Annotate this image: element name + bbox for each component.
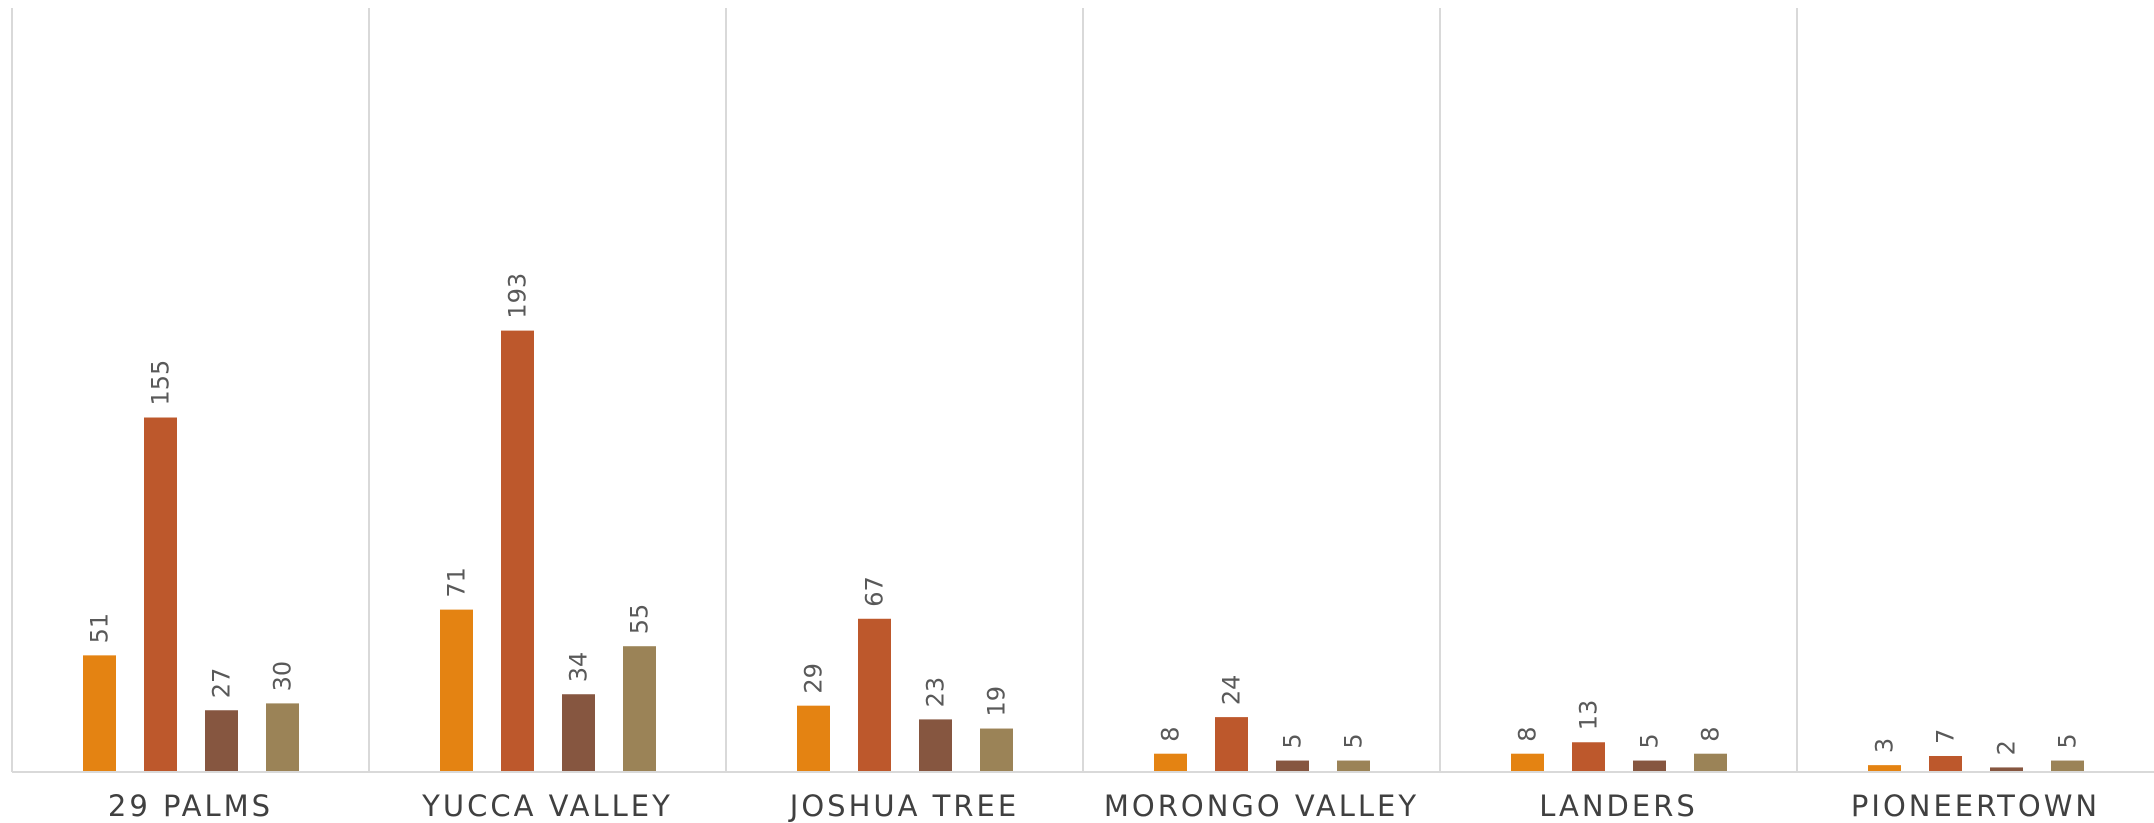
data-label: 24 — [1218, 675, 1246, 706]
bar — [1694, 753, 1727, 772]
bar — [205, 710, 238, 772]
category-label: PIONEERTOWN — [1851, 789, 2100, 823]
data-label: 8 — [1157, 726, 1185, 741]
category-separators — [11, 8, 1798, 772]
data-label: 5 — [1340, 733, 1368, 748]
data-label: 71 — [443, 567, 471, 598]
data-label: 27 — [208, 668, 236, 699]
bar — [1633, 760, 1666, 772]
data-label: 193 — [504, 273, 532, 319]
data-label: 23 — [922, 677, 950, 708]
category-label: MORONGO VALLEY — [1104, 789, 1419, 823]
data-label: 8 — [1697, 726, 1725, 741]
bar — [797, 705, 830, 772]
data-label: 8 — [1514, 726, 1542, 741]
data-label: 29 — [800, 663, 828, 694]
category-label: LANDERS — [1539, 789, 1698, 823]
category-label: YUCCA VALLEY — [421, 789, 673, 823]
bar — [83, 655, 116, 772]
bar — [562, 694, 595, 772]
data-label: 3 — [1871, 738, 1899, 753]
category-label: JOSHUA TREE — [788, 789, 1019, 823]
bar — [1215, 717, 1248, 772]
data-label: 2 — [1993, 740, 2021, 755]
bars — [83, 330, 2084, 772]
bar — [2051, 760, 2084, 772]
bar — [1154, 753, 1187, 772]
data-label: 5 — [2054, 733, 2082, 748]
bar — [980, 728, 1013, 772]
bar — [144, 417, 177, 772]
data-label: 51 — [86, 613, 114, 644]
bar — [501, 330, 534, 772]
category-labels: 29 PALMS YUCCA VALLEY JOSHUA TREE MORONGO V… — [108, 789, 2100, 823]
data-label: 5 — [1279, 733, 1307, 748]
bar — [623, 646, 656, 772]
data-label: 55 — [626, 604, 654, 635]
bar — [858, 618, 891, 772]
data-label: 155 — [147, 360, 175, 406]
bar — [1337, 760, 1370, 772]
category-label: 29 PALMS — [108, 789, 273, 823]
bar — [1929, 755, 1962, 772]
data-label: 67 — [861, 576, 889, 607]
bar — [1990, 767, 2023, 772]
bar — [1868, 765, 1901, 772]
bar — [1511, 753, 1544, 772]
bar — [266, 703, 299, 772]
bar — [1572, 742, 1605, 772]
data-label: 30 — [269, 661, 297, 692]
bar — [919, 719, 952, 772]
data-label: 5 — [1636, 733, 1664, 748]
data-label: 13 — [1575, 700, 1603, 731]
data-label: 7 — [1932, 729, 1960, 744]
bar — [1276, 760, 1309, 772]
data-label: 34 — [565, 652, 593, 683]
data-label: 19 — [983, 686, 1011, 717]
bar — [440, 609, 473, 772]
